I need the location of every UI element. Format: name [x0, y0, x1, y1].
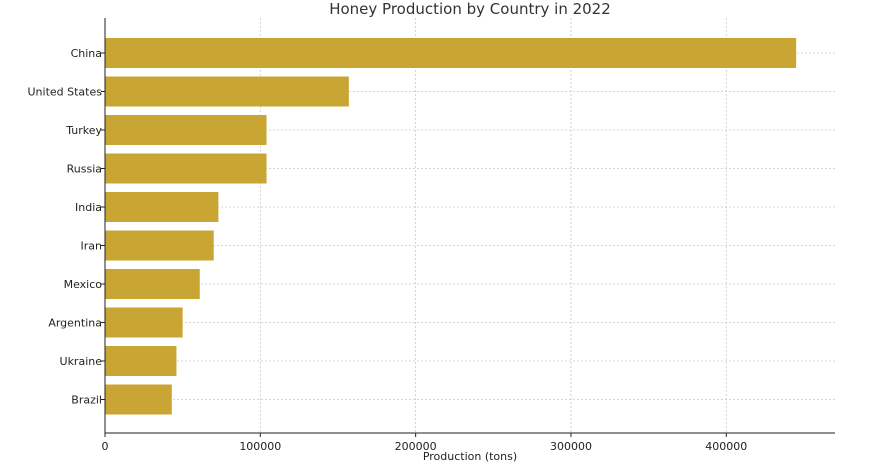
y-tick-label: Turkey [65, 124, 102, 137]
bars [105, 38, 797, 415]
x-tick-label: 200000 [395, 440, 437, 453]
bar-mexico [105, 269, 200, 299]
bar-argentina [105, 307, 183, 338]
y-tick-label: United States [28, 86, 103, 99]
bar-russia [105, 153, 267, 184]
bar-turkey [105, 115, 267, 145]
y-tick-label: Russia [67, 163, 102, 176]
bar-ukraine [105, 346, 177, 376]
y-tick-label: China [71, 47, 102, 60]
x-tick-label: 400000 [705, 440, 747, 453]
x-axis-label: Production (tons) [423, 450, 517, 463]
x-tick-labels: 0 100000 200000 300000 400000 [102, 433, 747, 453]
y-tick-label: Brazil [71, 394, 102, 407]
y-tick-label: Ukraine [60, 355, 103, 368]
y-tick-label: Mexico [64, 278, 103, 291]
bar-brazil [105, 384, 172, 415]
x-tick-label: 300000 [550, 440, 592, 453]
chart-title: Honey Production by Country in 2022 [329, 0, 611, 18]
y-tick-label: Argentina [48, 317, 102, 330]
x-tick-label: 100000 [239, 440, 281, 453]
bar-iran [105, 230, 214, 261]
bar-india [105, 192, 219, 222]
bar-united-states [105, 76, 349, 107]
bar-china [105, 38, 797, 68]
y-tick-label: India [75, 201, 102, 214]
y-tick-labels: China United States Turkey Russia India Iran M… [28, 47, 105, 407]
y-tick-label: Iran [81, 240, 103, 253]
x-tick-label: 0 [102, 440, 109, 453]
